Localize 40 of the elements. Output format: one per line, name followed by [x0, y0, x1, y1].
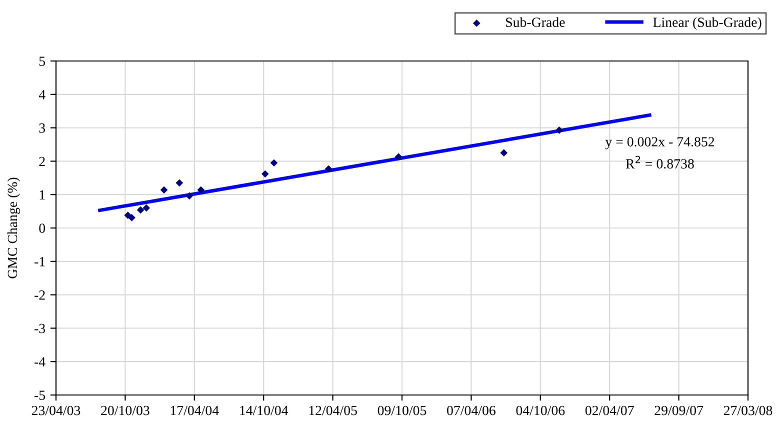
y-tick-label: 5 [39, 56, 46, 66]
x-tick-label: 09/10/05 [378, 406, 426, 416]
y-axis-title: GMC Change (%) [7, 178, 20, 278]
y-tick-label: 3 [39, 123, 46, 133]
point [394, 153, 402, 161]
x-tick-label: 07/04/06 [447, 406, 496, 416]
point [160, 186, 168, 194]
x-tick-label: 23/04/03 [32, 406, 80, 416]
point [556, 126, 563, 134]
point [186, 192, 194, 200]
x-tick-label: 04/10/06 [516, 406, 565, 416]
x-tick-label: 20/10/03 [101, 406, 150, 416]
point [270, 159, 278, 167]
y-tick-label: 4 [38, 90, 46, 100]
point [176, 179, 184, 187]
point [197, 186, 205, 194]
x-tick-label: 17/04/04 [170, 406, 219, 416]
point [500, 149, 508, 157]
point [261, 170, 269, 178]
annotation: y = 0.002x - 74.852 [605, 137, 714, 150]
y-tick-label: -5 [34, 390, 46, 400]
point [142, 204, 150, 212]
x-tick-label: 29/09/07 [654, 406, 704, 416]
point [128, 214, 136, 222]
point [136, 206, 144, 214]
point [324, 165, 332, 173]
y-tick-label: 2 [39, 156, 45, 166]
legend-label: Linear (Sub-Grade) [653, 17, 762, 30]
legend-label: Sub-Grade [506, 17, 565, 27]
y-tick-label: -2 [34, 290, 45, 300]
y-tick-label: -1 [34, 257, 45, 266]
x-tick-label: 02/04/07 [585, 406, 634, 416]
x-tick-label: 12/04/05 [309, 406, 357, 416]
annotation: R$^{2}$ = 0.8738 [626, 156, 694, 169]
y-tick-label: 1 [40, 190, 45, 200]
y-tick-label: -4 [34, 357, 46, 366]
x-tick-label: 14/10/04 [240, 406, 288, 416]
x-tick-label: 27/03/08 [724, 406, 772, 416]
y-tick-label: -3 [34, 324, 46, 334]
y-tick-label: 0 [39, 224, 46, 233]
